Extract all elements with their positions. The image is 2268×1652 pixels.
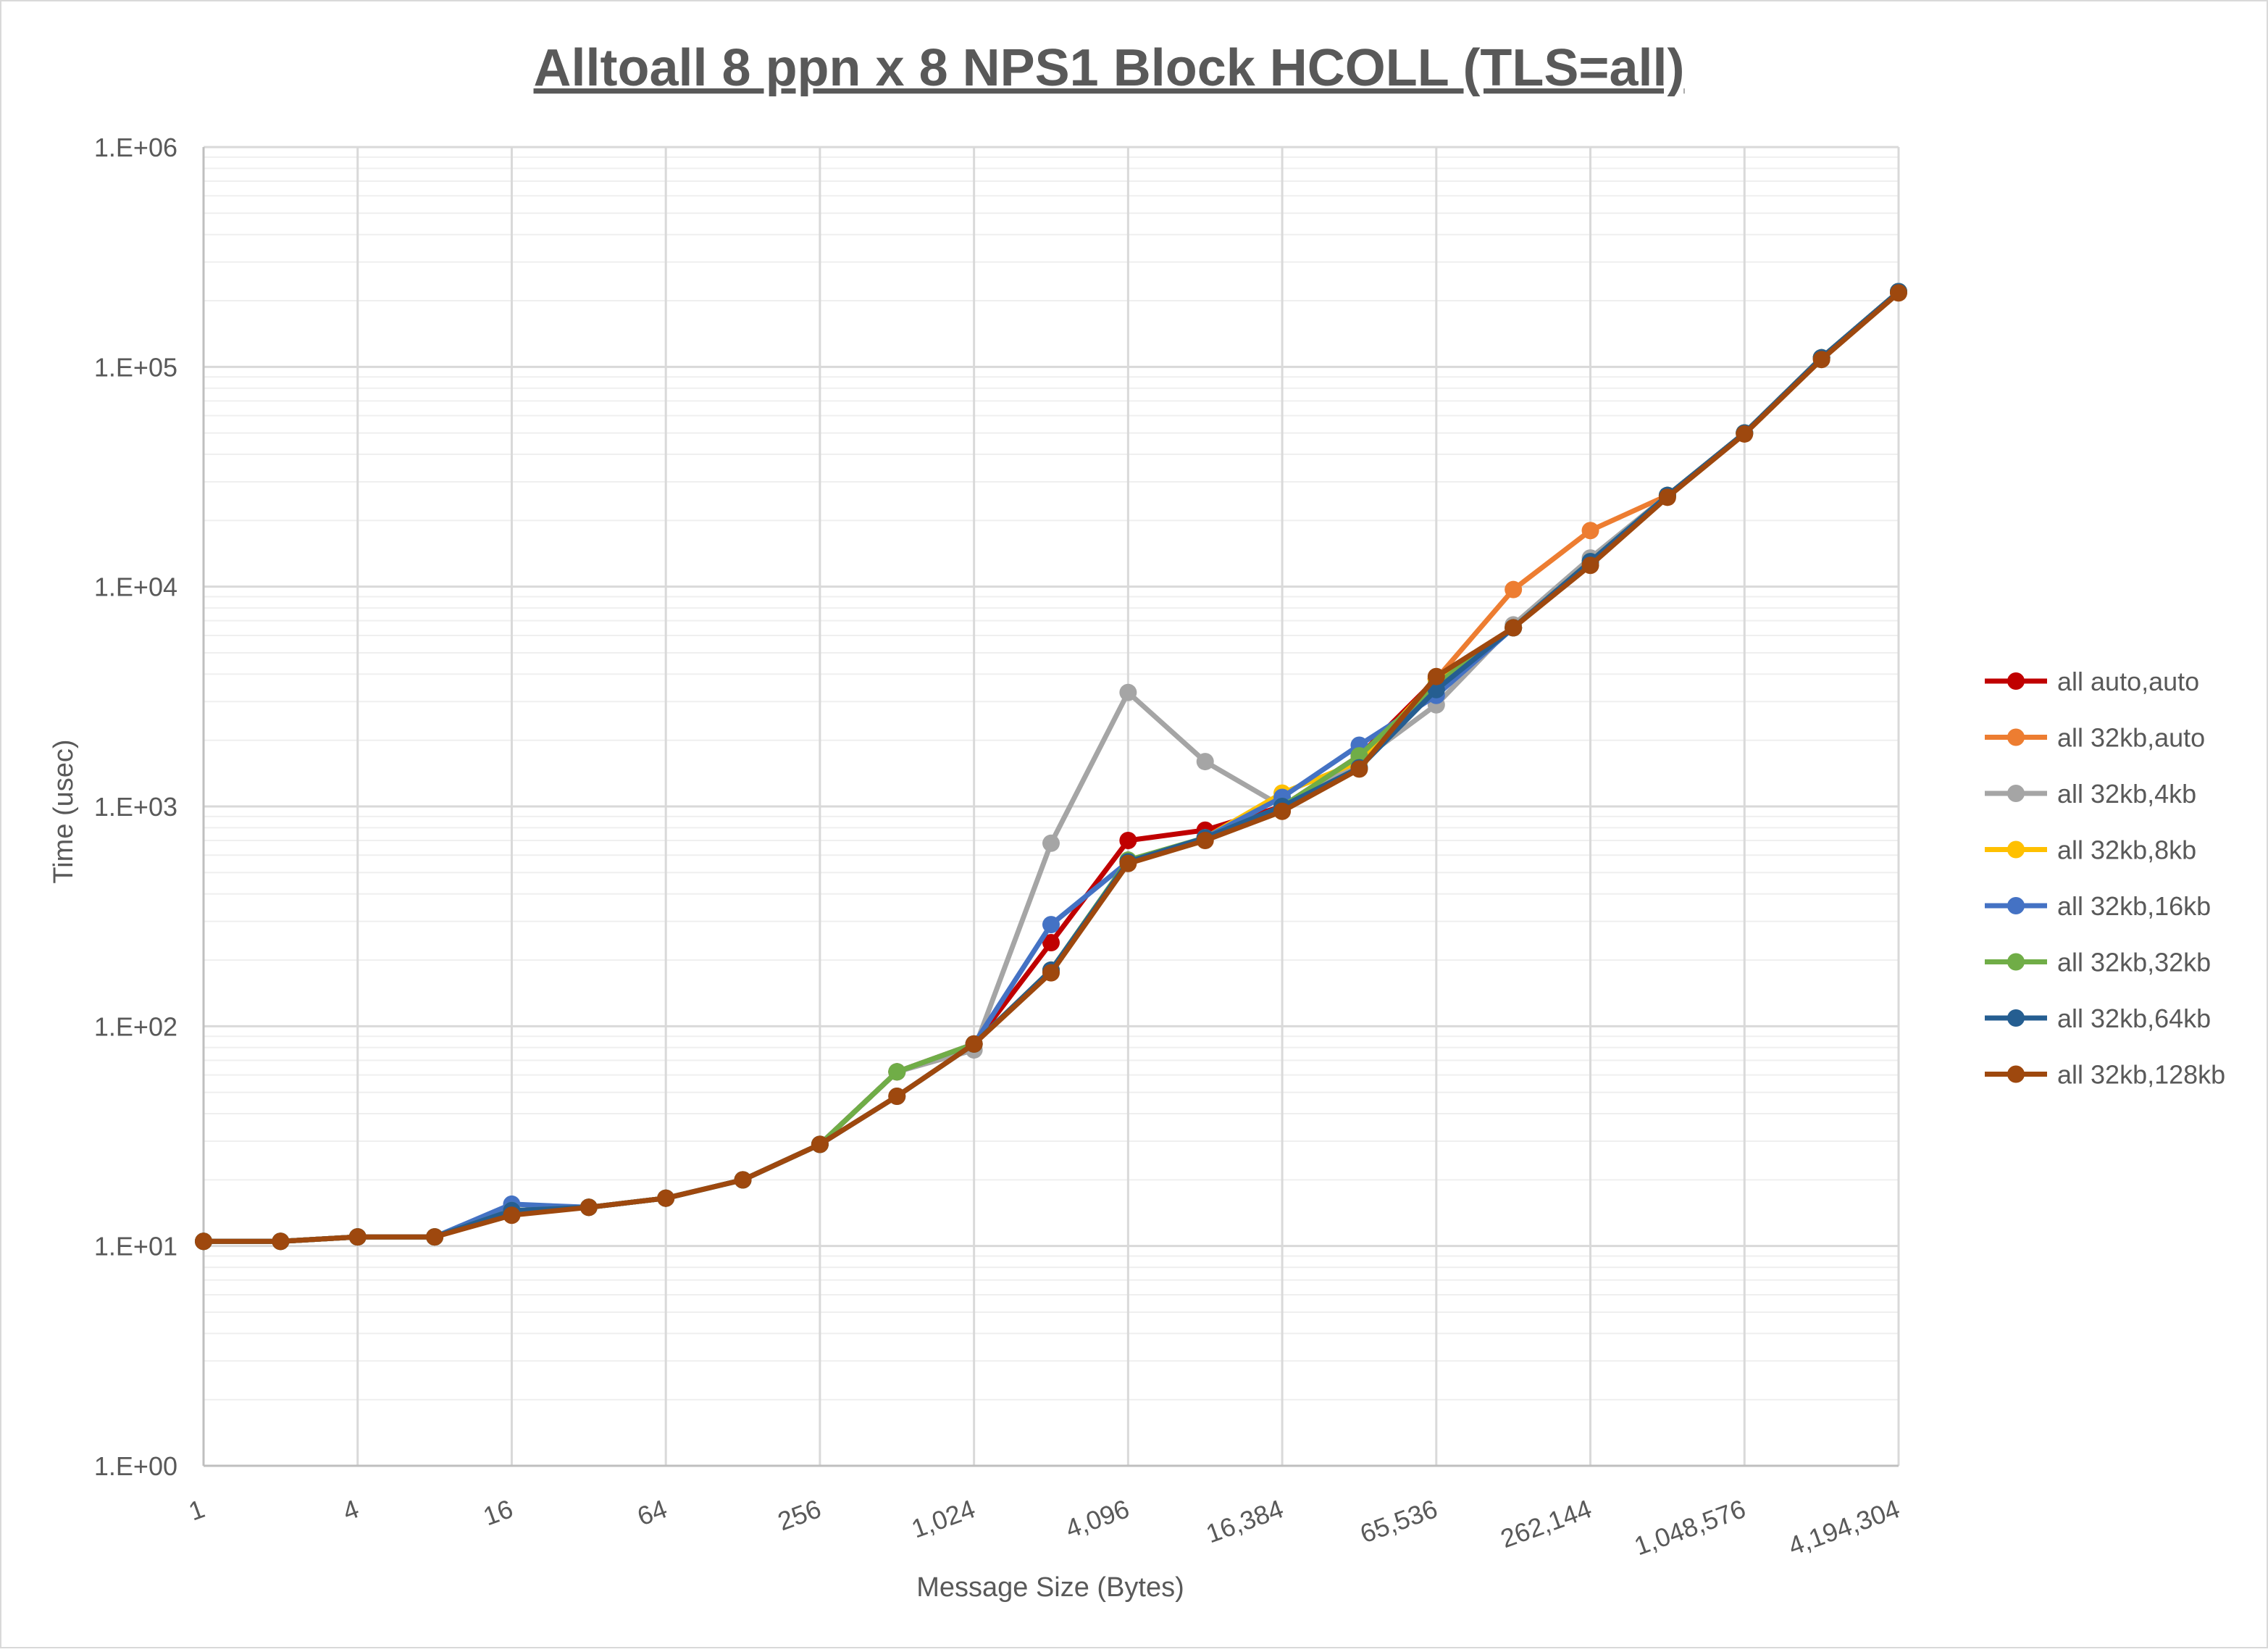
legend: all auto,auto all 32kb,auto all 32kb,4kb al… [1985,667,2225,1090]
legend-label: all 32kb,128kb [2057,1060,2225,1090]
data-point [1042,964,1060,982]
legend-label: all 32kb,auto [2057,723,2205,753]
data-point [579,1198,598,1217]
legend-label: all 32kb,16kb [2057,891,2211,921]
data-point [1119,831,1137,849]
data-point [1350,760,1368,778]
data-point [1119,683,1137,701]
data-point [1042,834,1060,852]
legend-item: all auto,auto [1985,667,2199,696]
legend-item: all 32kb,64kb [1985,1004,2211,1033]
data-point [503,1206,521,1225]
legend-marker [2007,728,2025,746]
data-point [965,1035,983,1053]
legend-label: all 32kb,32kb [2057,948,2211,977]
y-tick-label: 1.E+03 [94,792,177,822]
legend-label: all 32kb,8kb [2057,835,2196,865]
legend-label: all 32kb,4kb [2057,779,2196,809]
legend-label: all auto,auto [2057,667,2199,696]
grid [202,146,1900,1467]
series-all-32kb-128kb [195,284,1907,1251]
legend-marker [2007,1065,2025,1083]
data-point [1505,619,1523,637]
data-point [1581,556,1599,575]
series [195,283,1907,1251]
y-axis-title: Time (usec) [49,739,79,883]
legend-marker [2007,840,2025,859]
data-point [1196,831,1214,849]
data-point [1427,667,1445,685]
y-tick-label: 1.E+05 [94,352,177,382]
data-point [734,1171,752,1189]
data-point [1042,934,1060,952]
x-axis-title: Message Size (Bytes) [916,1572,1184,1603]
data-point [1658,488,1676,506]
legend-marker [2007,897,2025,914]
data-point [811,1135,829,1154]
y-tick-label: 1.E+06 [94,133,177,162]
legend-marker [2007,785,2025,802]
data-point [657,1189,675,1207]
y-tick-label: 1.E+04 [94,572,177,602]
data-point [1890,284,1907,302]
y-tick-label: 1.E+02 [94,1011,177,1041]
legend-item: all 32kb,8kb [1985,835,2196,865]
data-point [1581,522,1599,540]
data-point [195,1232,212,1251]
data-point [1119,854,1137,872]
legend-marker [2007,1009,2025,1027]
legend-item: all 32kb,32kb [1985,948,2211,977]
chart-title: Alltoall 8 ppn x 8 NPS1 Block HCOLL (TLS… [534,39,1685,97]
data-point [426,1228,444,1246]
legend-item: all 32kb,4kb [1985,779,2196,809]
legend-marker [2007,672,2025,690]
data-point [1196,753,1214,771]
data-point [1505,580,1523,598]
y-tick-label: 1.E+01 [94,1232,177,1261]
y-tick-label: 1.E+00 [94,1451,177,1481]
legend-marker [2007,953,2025,971]
legend-label: all 32kb,64kb [2057,1004,2211,1033]
data-point [1042,916,1060,934]
legend-item: all 32kb,auto [1985,723,2205,753]
data-point [1812,351,1830,369]
data-point [272,1232,290,1251]
legend-item: all 32kb,128kb [1985,1060,2225,1090]
legend-item: all 32kb,16kb [1985,891,2211,921]
data-point [888,1063,906,1081]
data-point [888,1088,906,1106]
data-point [1273,802,1292,820]
data-point [348,1228,367,1246]
data-point [1736,425,1754,443]
